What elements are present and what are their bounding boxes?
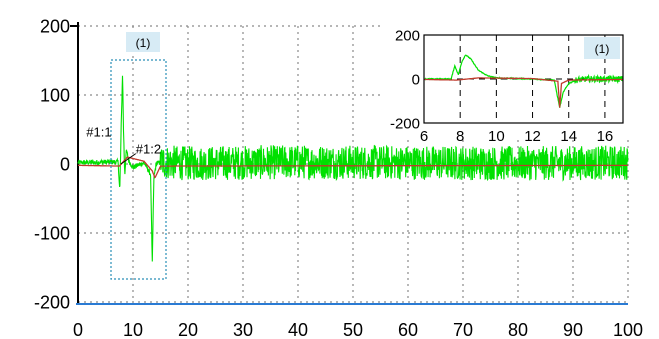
inset-frame bbox=[423, 34, 624, 124]
zoom-region-label-bg bbox=[126, 32, 160, 52]
x-tick-label: 40 bbox=[288, 320, 308, 339]
y-tick-label: -200 bbox=[390, 115, 420, 132]
x-tick-label: 50 bbox=[343, 320, 363, 339]
x-tick-label: 30 bbox=[233, 320, 253, 339]
marker-label-2: #1:2 bbox=[136, 142, 161, 157]
y-tick-label: 0 bbox=[412, 71, 420, 88]
y-tick-label: 0 bbox=[60, 154, 70, 174]
marker-leader bbox=[120, 153, 137, 165]
x-tick-label: 20 bbox=[178, 320, 198, 339]
y-tick-label: -100 bbox=[34, 223, 70, 243]
series-line-0 bbox=[423, 54, 624, 108]
markers: #1:1 #1:2 bbox=[86, 124, 161, 165]
marker-label-1: #1:1 bbox=[86, 124, 111, 139]
inset-label-bg bbox=[584, 37, 620, 59]
y-tick-label: 200 bbox=[395, 27, 420, 44]
series-line-0 bbox=[77, 75, 629, 262]
x-tick-label: 6 bbox=[420, 128, 428, 145]
series-line-1 bbox=[78, 156, 628, 179]
x-tick-label: 10 bbox=[123, 320, 143, 339]
y-tick-label: 100 bbox=[40, 85, 70, 105]
x-tick-label: 14 bbox=[560, 128, 577, 145]
x-tick-label: 90 bbox=[563, 320, 583, 339]
x-tick-label: 8 bbox=[456, 128, 464, 145]
x-tick-label: 100 bbox=[613, 320, 643, 339]
inset-chart: 6 8 10 12 14 16 200 0 -200 (1) bbox=[380, 24, 630, 145]
main-series bbox=[77, 75, 629, 262]
zoom-region-box bbox=[110, 59, 167, 280]
inset-tick-labels: 6 8 10 12 14 16 200 0 -200 bbox=[390, 27, 613, 145]
x-tick-label: 80 bbox=[508, 320, 528, 339]
inset-series bbox=[423, 54, 624, 108]
y-tick-label: -200 bbox=[34, 292, 70, 312]
x-tick-label: 12 bbox=[524, 128, 541, 145]
zoom-region-label: (1) bbox=[136, 36, 151, 50]
inset-label: (1) bbox=[595, 42, 610, 56]
x-tick-label: 0 bbox=[73, 320, 83, 339]
series-line-1 bbox=[424, 77, 623, 108]
y-tick-label: 200 bbox=[40, 16, 70, 36]
x-tick-label: 16 bbox=[597, 128, 614, 145]
x-tick-label: 10 bbox=[488, 128, 505, 145]
x-tick-label: 60 bbox=[398, 320, 418, 339]
x-tick-label: 70 bbox=[453, 320, 473, 339]
zoom-region: (1) bbox=[110, 32, 167, 280]
